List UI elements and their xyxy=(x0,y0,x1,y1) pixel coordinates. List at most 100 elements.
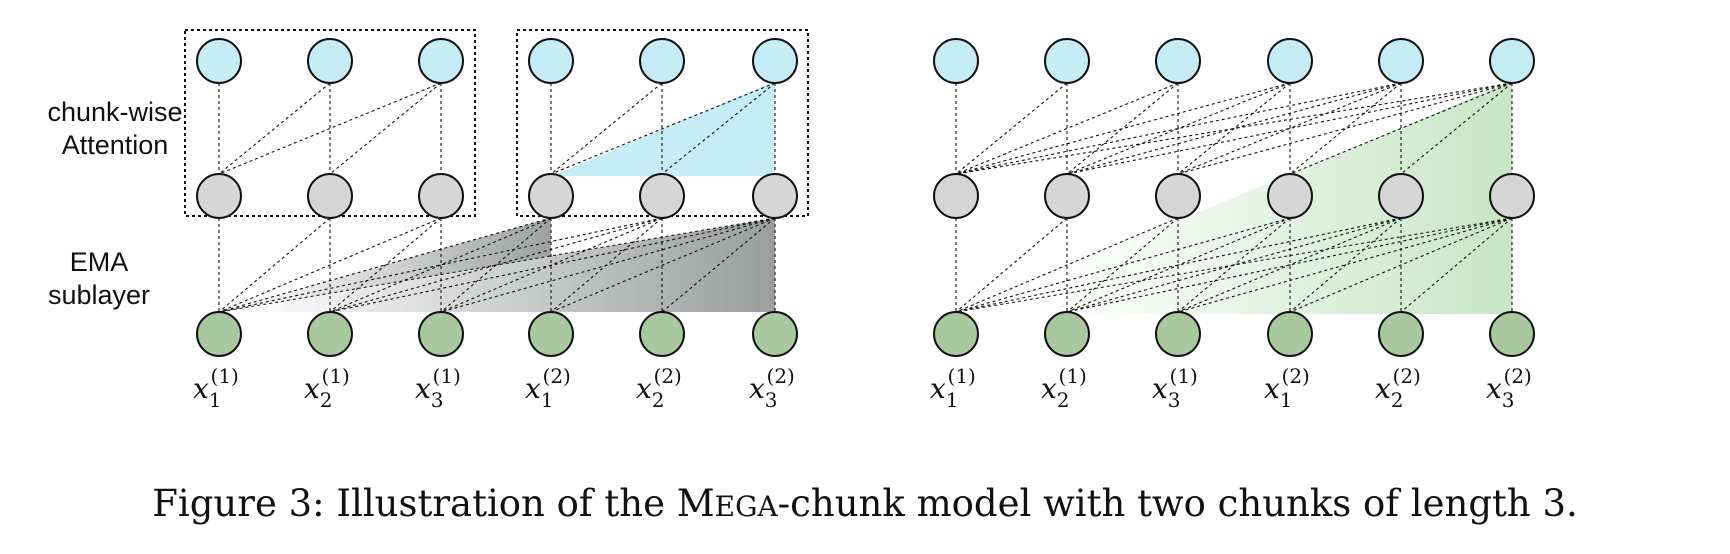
ema-link xyxy=(1177,217,1513,313)
attention-link xyxy=(955,82,1068,175)
ema-link xyxy=(661,217,776,313)
attention-link xyxy=(661,82,776,175)
attention-link xyxy=(955,82,1179,175)
right-token-label: x2(1) xyxy=(1041,364,1087,412)
left-ema-node xyxy=(639,173,685,219)
right-ema-node xyxy=(1489,173,1535,219)
attention-link xyxy=(550,82,776,175)
attention-link xyxy=(955,82,1291,175)
left-ema-node xyxy=(418,173,464,219)
left-ema-node xyxy=(196,173,242,219)
ema-link xyxy=(329,217,776,313)
attention-link xyxy=(955,82,1402,175)
left-output-node xyxy=(418,38,464,84)
right-output-node xyxy=(1489,38,1535,84)
ema-link xyxy=(1400,217,1513,313)
ema-link xyxy=(1066,217,1179,313)
attention-link xyxy=(1066,82,1513,175)
ema-link xyxy=(218,217,331,313)
left-input-node xyxy=(196,311,242,357)
attention-link xyxy=(1066,82,1291,175)
right-input-node xyxy=(1378,311,1424,357)
left-input-node xyxy=(418,311,464,357)
chunk-wise-attention-label: chunk-wise Attention xyxy=(10,96,220,162)
attention-link xyxy=(218,82,331,175)
attention-link xyxy=(1177,82,1513,175)
right-token-label: x2(2) xyxy=(1375,364,1421,412)
left-token-label: x3(1) xyxy=(415,364,461,412)
attention-link xyxy=(1289,82,1513,175)
attention-link xyxy=(1066,82,1179,175)
left-token-label: x1(2) xyxy=(525,364,571,412)
chunk2-box xyxy=(516,29,809,217)
right-output-node xyxy=(1155,38,1201,84)
attention-link xyxy=(1177,82,1291,175)
left-output-node xyxy=(639,38,685,84)
connection-lines xyxy=(218,82,1513,313)
ema-link xyxy=(1177,217,1402,313)
attention-link xyxy=(218,82,442,175)
left-output-node xyxy=(528,38,574,84)
ema-link xyxy=(218,217,442,313)
right-input-node xyxy=(933,311,979,357)
ema-link xyxy=(955,217,1291,313)
attention-link xyxy=(1177,82,1402,175)
caption-model-initial: M xyxy=(676,482,715,525)
left-input-node xyxy=(528,311,574,357)
ema-link xyxy=(1289,217,1513,313)
right-output-node xyxy=(1267,38,1313,84)
right-ema-node xyxy=(1044,173,1090,219)
ema-link xyxy=(1066,217,1513,313)
attention-link xyxy=(1066,82,1402,175)
left-token-label: x2(2) xyxy=(636,364,682,412)
ema-link xyxy=(329,217,442,313)
ema-link xyxy=(1066,217,1402,313)
ema-link xyxy=(955,217,1513,313)
right-ema-node xyxy=(933,173,979,219)
attention-shade xyxy=(553,81,775,176)
ema-label-line2: sublayer xyxy=(47,280,151,310)
ema-link xyxy=(218,217,776,313)
left-ema-node xyxy=(752,173,798,219)
ema-link xyxy=(1066,217,1291,313)
left-token-label: x1(1) xyxy=(193,364,239,412)
ema-label-line1: EMA xyxy=(69,247,129,277)
attention-label-line2: Attention xyxy=(61,130,169,160)
left-token-label: x2(1) xyxy=(304,364,350,412)
right-token-label: x3(1) xyxy=(1152,364,1198,412)
right-token-label: x3(2) xyxy=(1486,364,1532,412)
ema-link xyxy=(329,217,552,313)
ema-link xyxy=(1177,217,1291,313)
input-token-labels: x1(1) x1(1) x2(1) x2(1) x3(1) x3(1) x1(2) x1(2)… xyxy=(193,364,1532,412)
right-token-label: x1(2) xyxy=(1264,364,1310,412)
left-input-node xyxy=(307,311,353,357)
left-ema-node xyxy=(307,173,353,219)
ema-link xyxy=(1289,217,1402,313)
right-token-label: x1(1) xyxy=(930,364,976,412)
left-input-node xyxy=(639,311,685,357)
left-input-node xyxy=(752,311,798,357)
nodes xyxy=(196,38,1535,357)
left-output-node xyxy=(752,38,798,84)
right-ema-node xyxy=(1155,173,1201,219)
right-ema-node xyxy=(1378,173,1424,219)
left-ema-node xyxy=(528,173,574,219)
ema-sublayer-label: EMA sublayer xyxy=(0,246,204,312)
ema-link xyxy=(955,217,1402,313)
attention-link xyxy=(955,82,1513,175)
right-input-node xyxy=(1044,311,1090,357)
figure-caption: Figure 3: Illustration of the MEGA-chunk… xyxy=(0,482,1730,525)
right-input-node xyxy=(1489,311,1535,357)
left-output-node xyxy=(196,38,242,84)
full-context-shade xyxy=(956,81,1512,314)
ema-link xyxy=(550,217,776,313)
right-output-node xyxy=(933,38,979,84)
caption-prefix: Figure 3: Illustration of the xyxy=(152,482,677,525)
left-output-node xyxy=(307,38,353,84)
left-token-label: x3(2) xyxy=(749,364,795,412)
ema-link xyxy=(955,217,1068,313)
right-output-node xyxy=(1044,38,1090,84)
right-output-node xyxy=(1378,38,1424,84)
ema-link xyxy=(440,217,776,313)
right-input-node xyxy=(1267,311,1313,357)
